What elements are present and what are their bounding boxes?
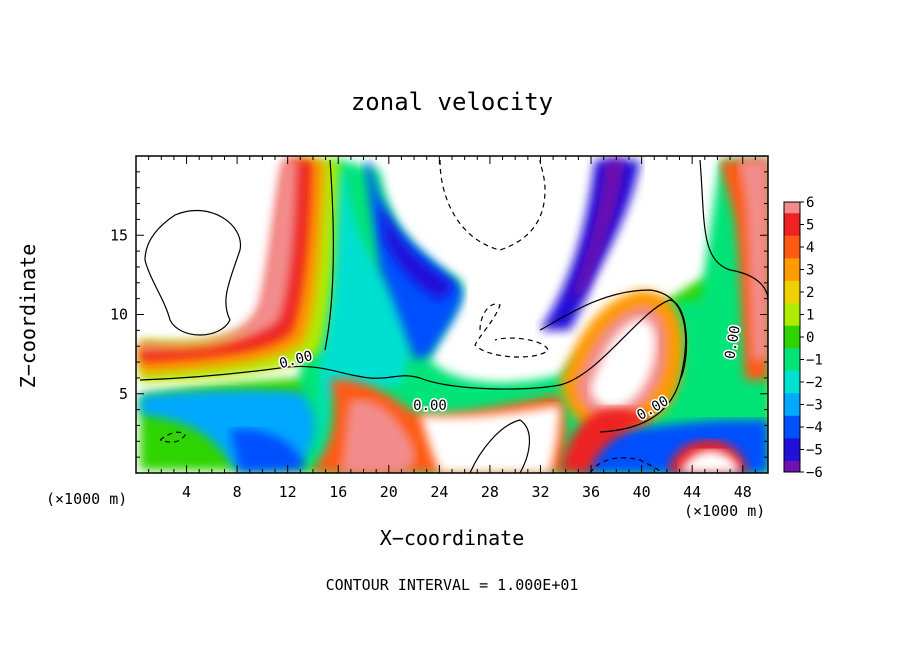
x-tick-label: 24: [430, 483, 448, 501]
colorbar-swatch: [784, 337, 800, 349]
colorbar-tick-label: 1: [806, 308, 814, 324]
colorbar-swatch: [784, 303, 800, 315]
x-tick-label: 8: [233, 483, 242, 501]
colorbar-swatch: [784, 325, 800, 338]
x-tick-label: 16: [329, 483, 347, 501]
contour-interval-note: CONTOUR INTERVAL = 1.000E+01: [325, 576, 579, 594]
field-region-24: [680, 450, 740, 473]
colorbar-tick-label: −5: [806, 443, 823, 459]
colorbar-swatch: [784, 348, 800, 360]
colorbar-swatch: [784, 370, 800, 383]
chart-title: zonal velocity: [350, 88, 554, 116]
colorbar-tick-label: 6: [806, 195, 814, 211]
colorbar-swatch: [784, 415, 800, 428]
field-region-16: [570, 160, 625, 300]
field-region-5: [380, 200, 455, 300]
colorbar-tick-label: −4: [806, 420, 823, 436]
field-region-14: [420, 405, 560, 473]
colorbar-tick-label: 3: [806, 263, 814, 279]
colorbar-swatch: [784, 202, 800, 214]
x-unit-label-right: (×1000 m): [684, 502, 766, 520]
colorbar-swatch: [784, 460, 800, 473]
contour-line-7: [439, 159, 546, 251]
field-region-3: [320, 170, 412, 470]
colorbar: 6 5 4 3 2 1 0 −1 −2 −3 −4 −5 −6: [783, 195, 823, 481]
colorbar-swatch: [784, 224, 800, 237]
colorbar-swatch: [784, 247, 800, 259]
colorbar-swatch: [784, 449, 800, 462]
y-axis-ticks: 5 10 15: [110, 171, 768, 458]
contour-line-6: [469, 419, 531, 473]
x-tick-label: 44: [683, 483, 701, 501]
colorbar-tick-label: −6: [806, 465, 823, 481]
colorbar-tick-label: 4: [806, 240, 814, 256]
x-tick-label: 36: [582, 483, 600, 501]
field-region-13: [340, 399, 416, 473]
colorbar-tick-label: −1: [806, 353, 823, 369]
contour-label: 0.00: [413, 398, 447, 414]
x-tick-label: 40: [633, 483, 651, 501]
field-region-9: [140, 160, 298, 350]
x-tick-label: 32: [531, 483, 549, 501]
y-tick-label: 5: [119, 385, 128, 403]
x-tick-label: 20: [380, 483, 398, 501]
colorbar-swatch: [784, 382, 800, 394]
contour-line-10: [159, 431, 186, 443]
colorbar-tick-label: 5: [806, 218, 814, 234]
x-tick-label: 28: [481, 483, 499, 501]
contour-line-1: [139, 299, 688, 390]
x-axis-ticks: 4 8 12 16 20 24 28 32 36 40 44 48: [148, 156, 756, 501]
colorbar-tick-label: 2: [806, 285, 814, 301]
colorbar-swatch: [784, 235, 800, 248]
y-axis-label: Z−coordinate: [16, 243, 40, 389]
colorbar-swatch: [784, 393, 800, 405]
y-tick-label: 10: [110, 306, 128, 324]
colorbar-swatch: [784, 280, 800, 293]
colorbar-swatch: [784, 269, 800, 282]
contour-line-3: [539, 289, 687, 433]
colorbar-swatch: [784, 427, 800, 439]
contour-line-8: [474, 303, 549, 358]
field-region-21: [738, 160, 768, 360]
colorbar-swatch: [784, 359, 800, 372]
contour-lines: [139, 159, 768, 473]
x-tick-label: 48: [734, 483, 752, 501]
colorbar-swatch: [784, 314, 800, 327]
x-axis-label: X−coordinate: [379, 526, 525, 550]
contour-line-9: [589, 457, 663, 473]
y-tick-label: 15: [110, 226, 128, 244]
velocity-field: [140, 160, 768, 473]
colorbar-swatch: [784, 438, 800, 450]
colorbar-swatch: [784, 292, 800, 304]
contour-line-5: [144, 209, 242, 336]
x-unit-label-left: (×1000 m): [46, 490, 128, 508]
contour-line-4: [699, 159, 768, 301]
colorbar-swatch: [784, 258, 800, 270]
colorbar-swatch: [784, 213, 800, 225]
field-region-25: [560, 408, 650, 473]
field-region-19: [590, 318, 656, 408]
x-tick-label: 12: [279, 483, 297, 501]
colorbar-tick-label: −2: [806, 375, 823, 391]
colorbar-tick-label: 0: [806, 330, 814, 346]
x-tick-label: 4: [182, 483, 191, 501]
colorbar-tick-label: −3: [806, 398, 823, 414]
field-region-11: [230, 429, 305, 472]
contour-line-2: [324, 159, 334, 351]
colorbar-swatch: [784, 404, 800, 417]
